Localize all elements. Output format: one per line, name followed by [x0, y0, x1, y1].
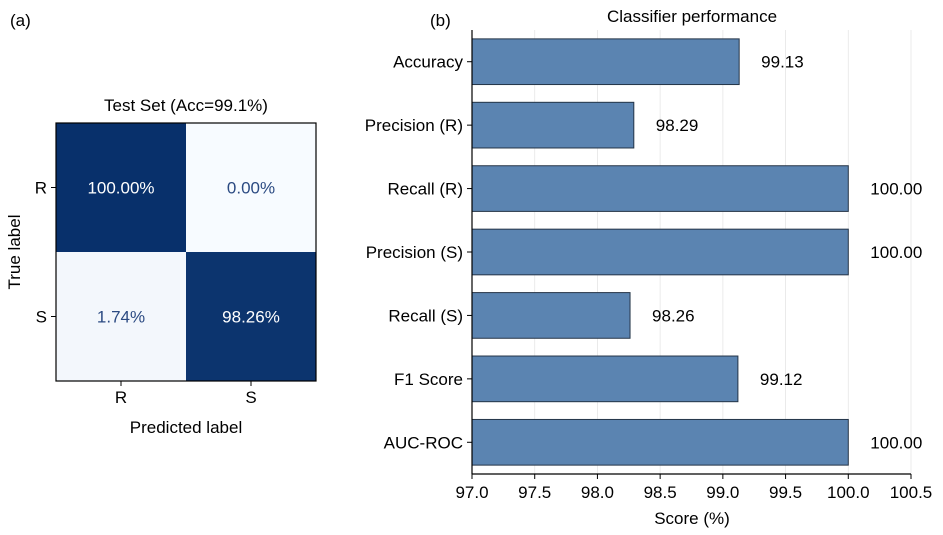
bar-category-label: Precision (S): [366, 243, 463, 262]
confusion-y-tick-label: R: [35, 179, 47, 198]
confusion-cell: [56, 252, 186, 381]
confusion-cell-label: 1.74%: [97, 308, 145, 327]
bar-value-label: 100.00: [870, 180, 922, 199]
bar-x-tick-label: 100.0: [827, 483, 870, 502]
confusion-matrix-ylabel: True label: [5, 215, 24, 290]
bar-category-label: Recall (R): [387, 180, 463, 199]
bar: [471, 165, 849, 212]
bar-category-label: Accuracy: [393, 53, 463, 72]
bar-x-tick-label: 100.5: [890, 483, 933, 502]
confusion-x-tick-label: S: [245, 388, 256, 407]
bar-value-label: 99.13: [761, 53, 804, 72]
bar-value-label: 99.12: [760, 370, 803, 389]
bar: [471, 38, 740, 86]
bar-value-label: 98.29: [656, 116, 699, 135]
confusion-y-tick-label: S: [36, 308, 47, 327]
bar: [471, 292, 631, 339]
bar-x-tick-label: 97.0: [455, 483, 488, 502]
bar-category-label: F1 Score: [394, 370, 463, 389]
confusion-cell: [56, 123, 186, 252]
confusion-matrix-xlabel: Predicted label: [130, 418, 242, 437]
bar-category-label: Recall (S): [388, 306, 463, 325]
bar-value-label: 100.00: [870, 433, 922, 452]
bar-category-label: Precision (R): [365, 116, 463, 135]
confusion-cell-label: 98.26%: [222, 308, 280, 327]
confusion-matrix-panel: (a) Test Set (Acc=99.1%) 100.00% 0.00% 1.7…: [5, 11, 317, 437]
bar-chart-panel: (b) Classifier performance Accuracy Preci…: [365, 7, 933, 528]
bar-chart-xlabel: Score (%): [654, 509, 730, 528]
bar: [471, 101, 635, 149]
bar-x-tick-label: 97.5: [518, 483, 551, 502]
bar-category-label: AUC-ROC: [384, 433, 463, 452]
bar: [471, 355, 739, 403]
bar-x-tick-label: 98.0: [581, 483, 614, 502]
bar-x-tick-label: 99.5: [769, 483, 802, 502]
confusion-cell-label: 100.00%: [87, 179, 154, 198]
bar-x-tick-label: 98.5: [644, 483, 677, 502]
confusion-cell-label: 0.00%: [227, 179, 275, 198]
bar-value-label: 100.00: [870, 243, 922, 262]
confusion-x-tick-label: R: [115, 388, 127, 407]
bar: [471, 418, 849, 466]
bar-chart-title: Classifier performance: [607, 7, 777, 26]
confusion-cell: [186, 252, 316, 381]
bar-value-label: 98.26: [652, 306, 695, 325]
panel-a-label: (a): [10, 11, 31, 30]
confusion-matrix-frame: [55, 122, 317, 382]
confusion-cell: [186, 123, 316, 252]
bar-x-tick-label: 99.0: [706, 483, 739, 502]
panel-b-label: (b): [430, 11, 451, 30]
bar: [471, 228, 849, 276]
confusion-matrix-title: Test Set (Acc=99.1%): [104, 96, 268, 115]
